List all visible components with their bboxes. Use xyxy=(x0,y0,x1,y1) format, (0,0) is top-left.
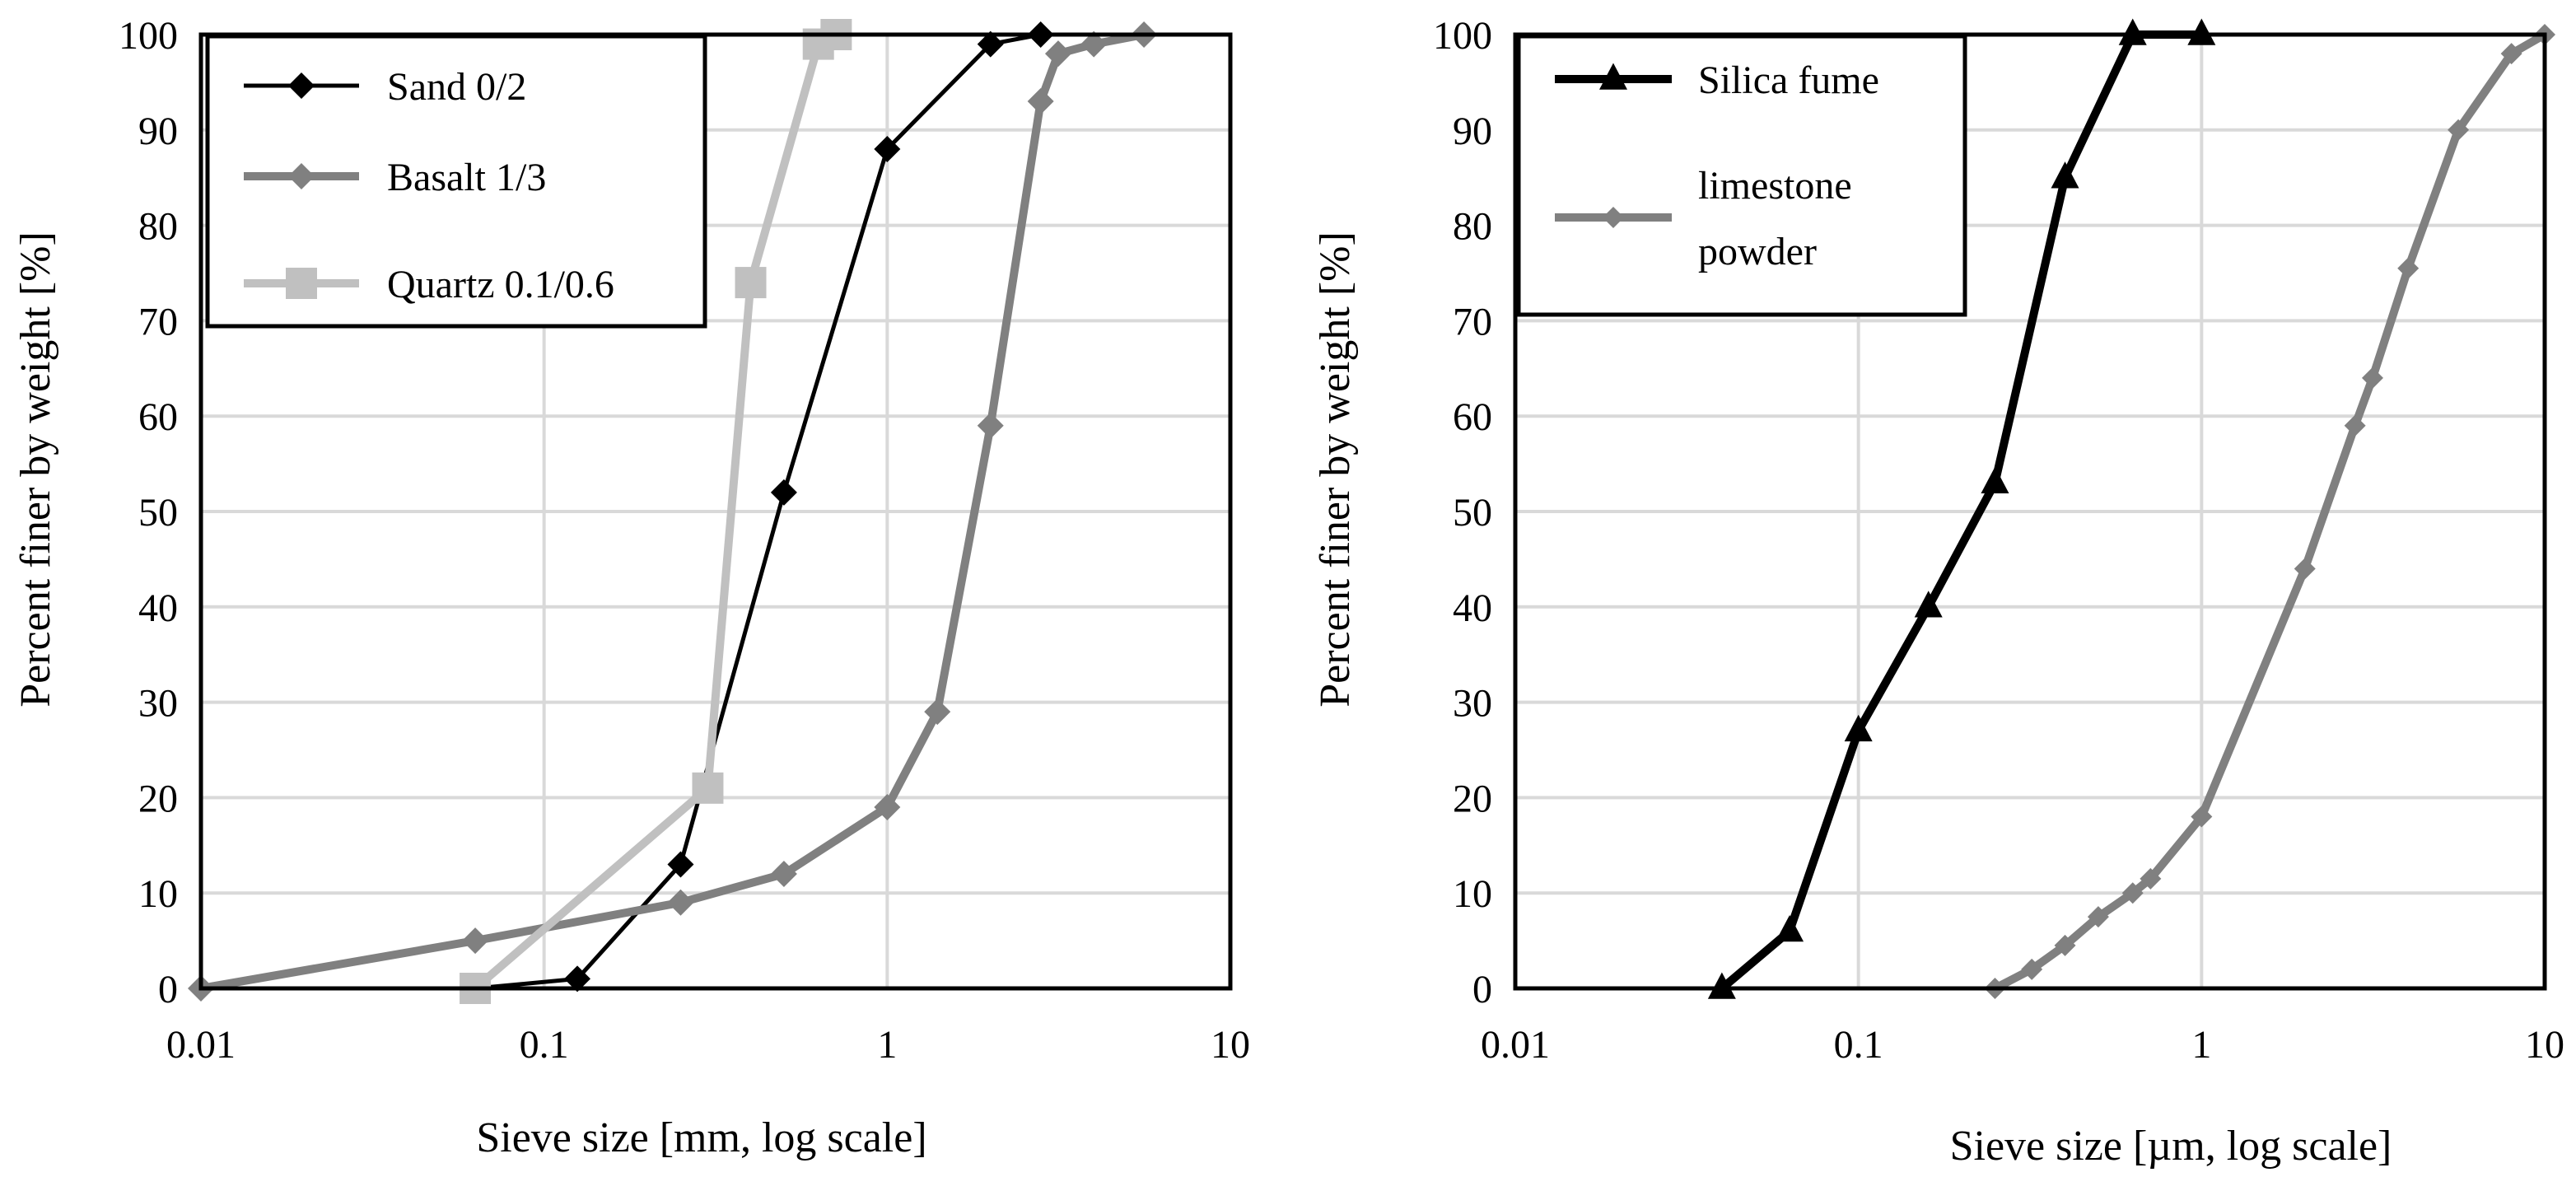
y-tick-label: 40 xyxy=(138,586,178,630)
y-tick-label: 50 xyxy=(1453,491,1492,535)
x-tick-label: 10 xyxy=(1211,1023,1250,1067)
data-point xyxy=(2140,867,2162,890)
y-tick-label: 0 xyxy=(158,968,178,1011)
data-point xyxy=(2121,882,2144,904)
y-tick-label: 30 xyxy=(1453,682,1492,726)
data-point xyxy=(1080,30,1108,58)
data-point xyxy=(667,851,694,878)
y-tick-label: 40 xyxy=(1453,586,1492,630)
legend-label: Sand 0/2 xyxy=(387,65,526,109)
legend: Silica fume limestone powder xyxy=(1516,34,1967,317)
y-tick-label: 100 xyxy=(119,14,178,58)
y-tick-label: 60 xyxy=(1453,395,1492,439)
data-point xyxy=(874,793,901,820)
x-tick-label: 10 xyxy=(2525,1023,2564,1067)
legend-label: powder xyxy=(1698,230,1817,273)
legend-label: limestone xyxy=(1698,164,1852,208)
data-point xyxy=(1027,88,1054,115)
x-axis-title: Sieve size [µm, log scale] xyxy=(1950,1123,2392,1170)
data-point xyxy=(1844,714,1873,742)
y-tick-label: 80 xyxy=(1453,205,1492,249)
data-point xyxy=(770,861,797,888)
legend-label: Quartz 0.1/0.6 xyxy=(387,263,614,306)
data-point xyxy=(2054,934,2076,956)
plot-border xyxy=(1513,32,2547,991)
data-point xyxy=(2021,958,2043,980)
data-point xyxy=(874,135,901,162)
y-tick-label: 80 xyxy=(138,205,178,249)
y-tick-label: 50 xyxy=(138,491,178,535)
x-tick-label: 1 xyxy=(877,1023,897,1067)
data-point xyxy=(977,412,1004,439)
legend-swatch-marker xyxy=(288,163,315,189)
legend-label: Basalt 1/3 xyxy=(387,156,546,199)
data-point xyxy=(667,889,694,916)
data-point xyxy=(2191,806,2213,828)
data-point xyxy=(692,772,724,804)
x-tick-label: 0.1 xyxy=(1834,1023,1883,1067)
y-tick-label: 100 xyxy=(1433,14,1492,58)
data-point xyxy=(462,927,489,955)
data-point xyxy=(1044,40,1071,68)
chart-right: 0 10 20 30 40 50 60 70 80 90 100 0.01 0.1 1 10 Sieve si… xyxy=(1312,14,2564,1170)
data-point xyxy=(1981,466,2009,494)
x-tick-label: 0.1 xyxy=(520,1023,569,1067)
x-axis-title: Sieve size [mm, log scale] xyxy=(476,1114,926,1161)
y-tick-label: 10 xyxy=(138,872,178,916)
data-point xyxy=(2500,43,2522,65)
data-point xyxy=(1707,972,1736,999)
y-tick-label: 30 xyxy=(138,682,178,726)
series-line-0 xyxy=(1719,30,2202,992)
x-tick-label: 1 xyxy=(2191,1023,2211,1067)
data-point xyxy=(1776,914,1804,942)
data-point xyxy=(2051,161,2079,189)
x-tick-label: 0.01 xyxy=(1481,1023,1550,1067)
x-tick-label: 0.01 xyxy=(166,1023,236,1067)
legend-swatch-marker xyxy=(286,268,317,299)
y-axis-title: Percent finer by weight [%] xyxy=(1312,231,1359,708)
data-point xyxy=(1914,591,1943,618)
data-point xyxy=(2361,367,2383,389)
y-tick-label: 20 xyxy=(138,777,178,820)
y-axis-title: Percent finer by weight [%] xyxy=(12,231,59,708)
data-point xyxy=(2294,558,2316,580)
legend: Sand 0/2 Basalt 1/3 Quartz 0.1/0.6 xyxy=(205,34,707,329)
legend-swatch-marker xyxy=(1603,207,1624,228)
y-tick-label: 20 xyxy=(1453,777,1492,820)
legend-label: Silica fume xyxy=(1698,58,1879,102)
data-point xyxy=(2118,18,2147,45)
y-tick-label: 70 xyxy=(1453,300,1492,343)
data-point xyxy=(2397,257,2420,279)
y-tick-label: 90 xyxy=(1453,110,1492,153)
data-point xyxy=(924,698,951,726)
legend-swatch-marker xyxy=(1599,63,1627,90)
y-tick-label: 70 xyxy=(138,300,178,343)
data-point xyxy=(564,965,591,992)
data-point xyxy=(735,267,767,299)
y-tick-label: 90 xyxy=(138,110,178,153)
data-point xyxy=(2344,414,2366,437)
y-tick-label: 0 xyxy=(1472,968,1492,1011)
data-point xyxy=(2087,906,2109,928)
data-point xyxy=(2448,119,2470,141)
data-point xyxy=(770,479,797,506)
plot-border xyxy=(198,32,1233,991)
chart-left: 0 10 20 30 40 50 60 70 80 90 100 0.01 0.1 1 10 Sieve si… xyxy=(12,14,1250,1161)
y-tick-label: 60 xyxy=(138,395,178,439)
y-tick-label: 10 xyxy=(1453,872,1492,916)
data-point xyxy=(977,30,1004,58)
legend-swatch-marker xyxy=(288,72,315,99)
data-point xyxy=(2187,18,2216,45)
